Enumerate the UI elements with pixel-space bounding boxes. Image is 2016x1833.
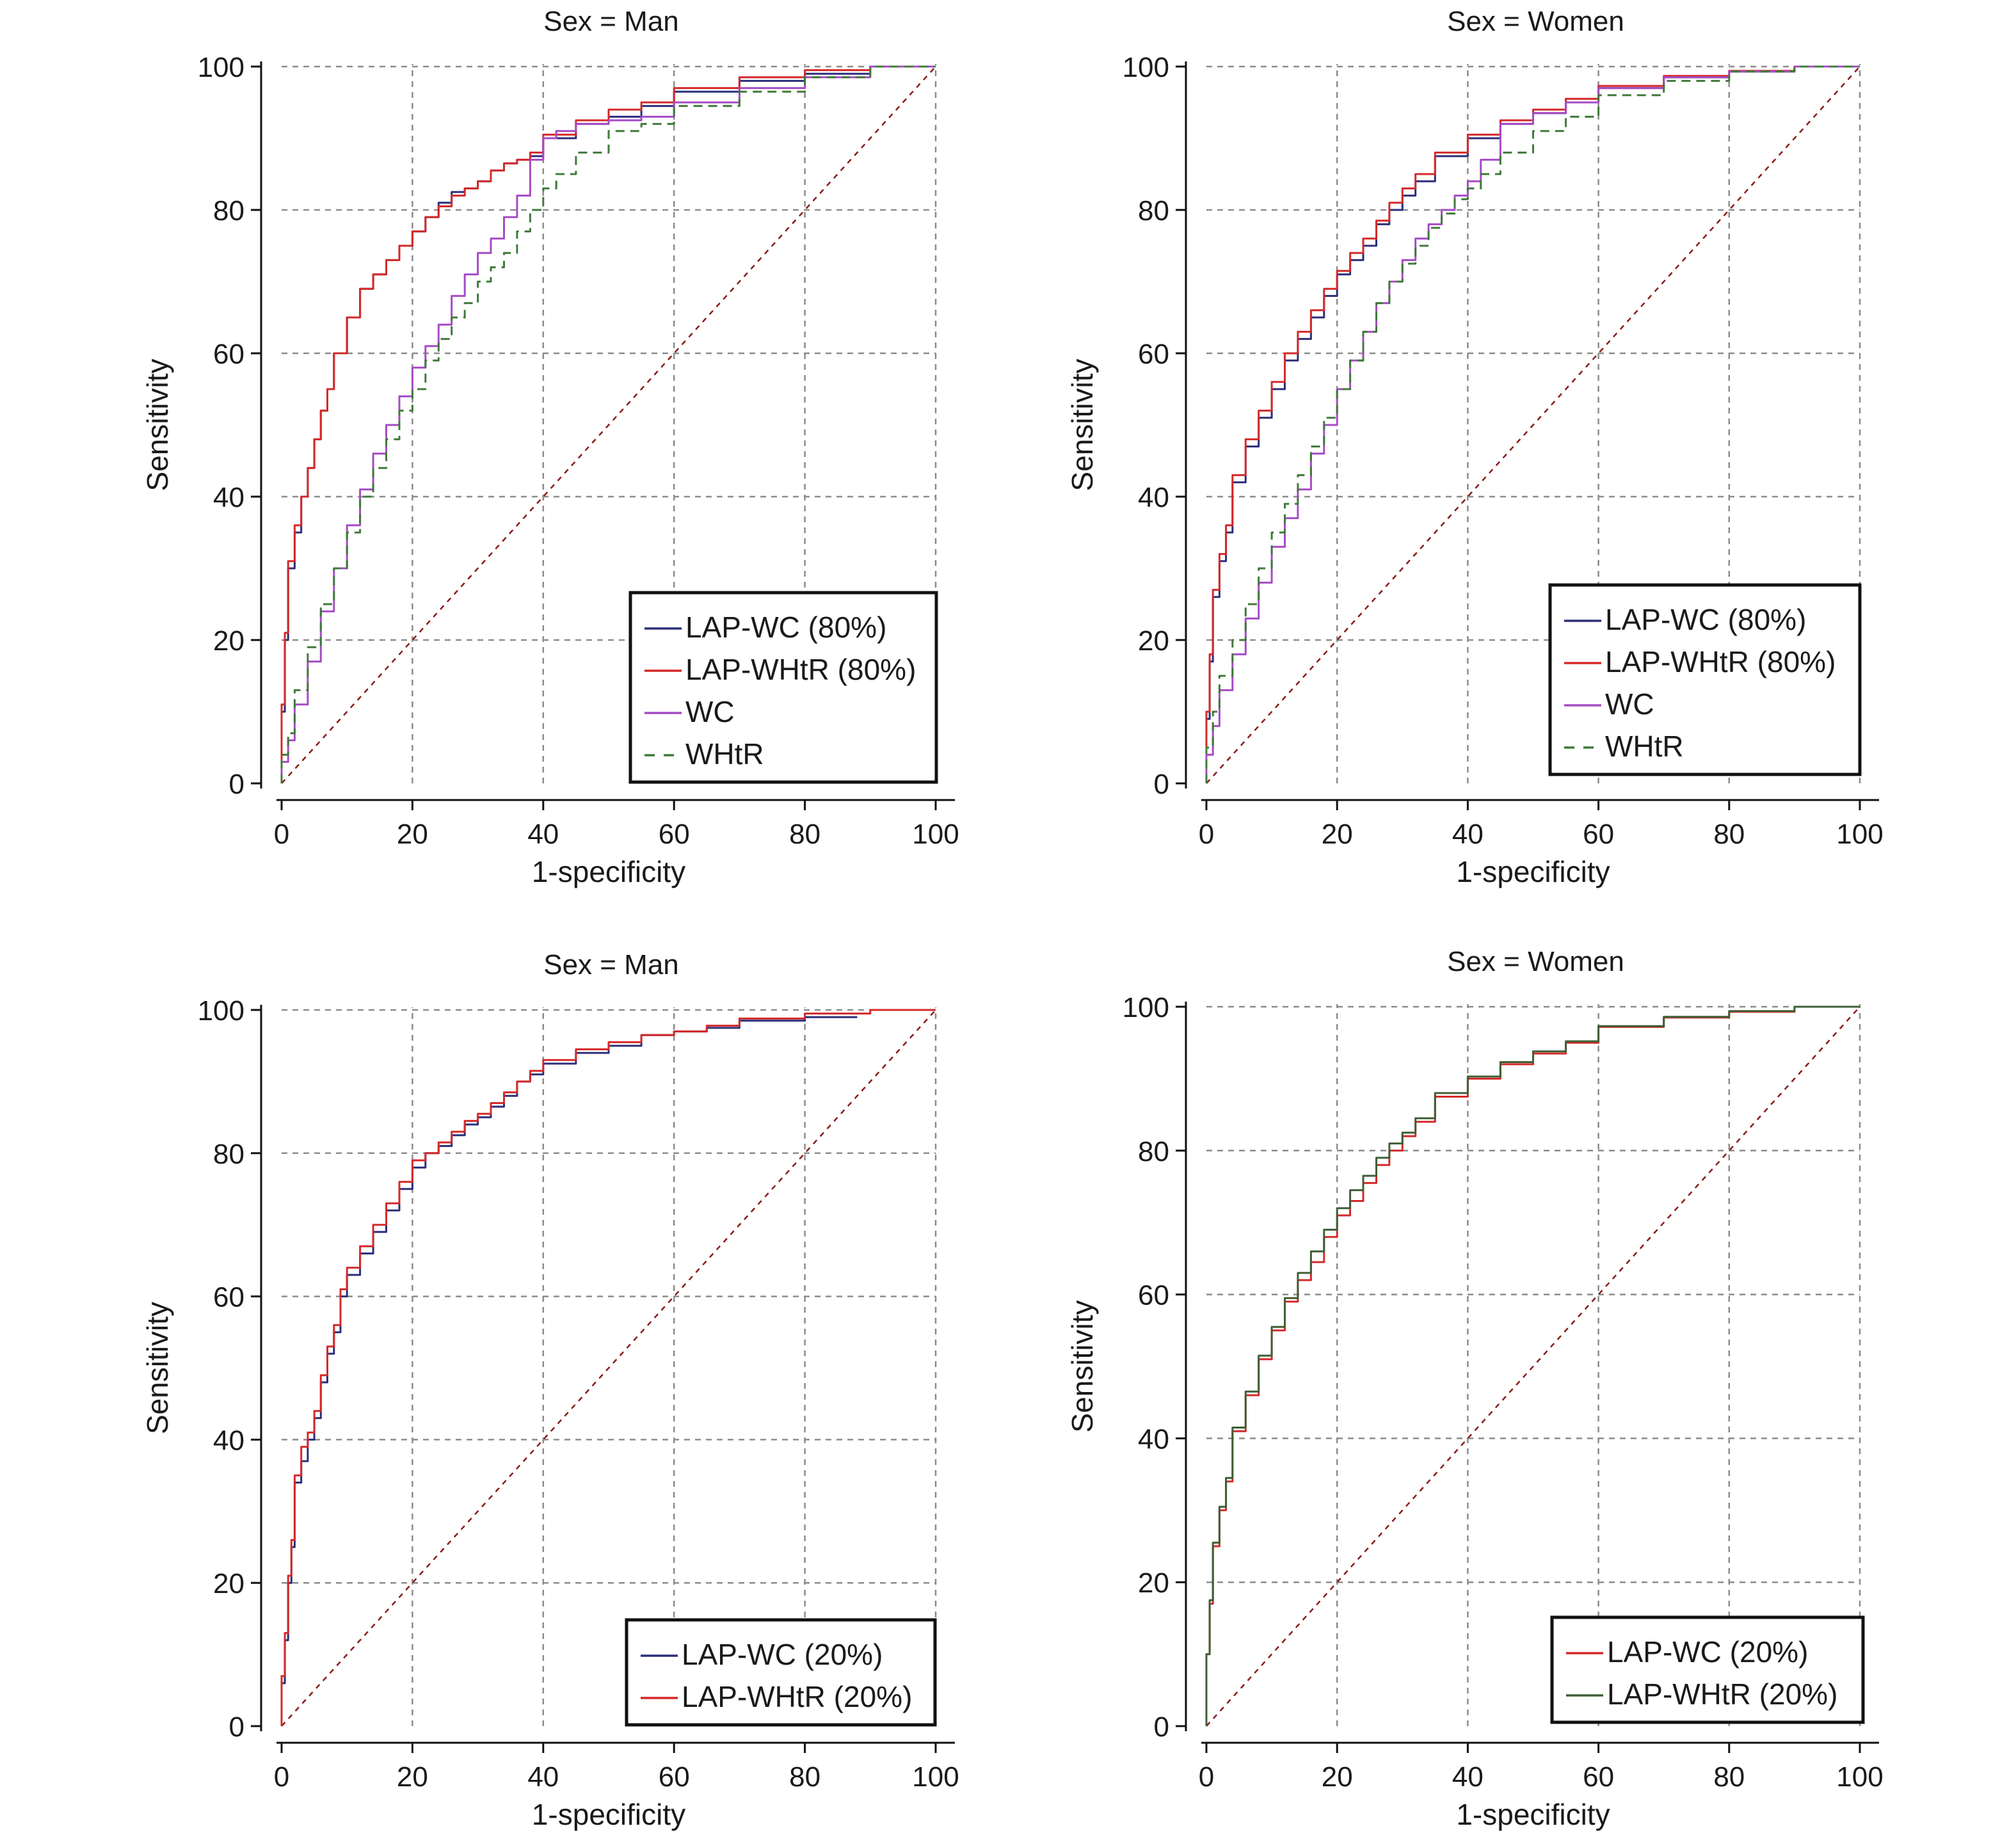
roc-curve-lap-whtr-80 <box>280 65 936 783</box>
y-tick-label: 100 <box>198 52 244 83</box>
x-tick-label: 0 <box>274 1761 289 1793</box>
x-tick-label: 100 <box>1836 819 1883 850</box>
y-tick-label: 60 <box>1138 339 1169 370</box>
y-tick-label: 40 <box>213 1425 244 1456</box>
roc-panel-3: 0 20 40 60 80 100 0 20 40 60 80 100 Sex = Man 1-speci… <box>141 949 959 1831</box>
x-axis-label: 1-specificity <box>532 855 685 888</box>
y-tick-label: 40 <box>1138 482 1169 513</box>
roc-curve-whtr <box>280 65 936 783</box>
x-tick-label: 80 <box>1713 819 1745 850</box>
y-tick-label: 20 <box>213 1568 244 1599</box>
legend-box <box>625 1618 937 1727</box>
legend-label: LAP-WHtR (80%) <box>685 653 916 686</box>
legend-label: LAP-WHtR (20%) <box>682 1680 912 1713</box>
panel-title: Sex = Women <box>1447 6 1624 37</box>
legend: LAP-WC (20%) LAP-WHtR (20%) <box>625 1618 937 1727</box>
y-tick-label: 40 <box>213 482 244 513</box>
y-tick-label: 0 <box>1154 769 1169 800</box>
x-tick-label: 60 <box>659 1761 690 1793</box>
legend: LAP-WC (80%) LAP-WHtR (80%) WC WHtR <box>1548 583 1862 776</box>
x-axis-label: 1-specificity <box>1456 1798 1610 1831</box>
legend: LAP-WC (80%) LAP-WHtR (80%) WC WHtR <box>628 591 938 784</box>
roc-curve-wc <box>280 65 936 783</box>
y-tick-label: 60 <box>1138 1280 1169 1311</box>
reference-diagonal-line <box>1206 1006 1860 1727</box>
legend-label: WC <box>685 695 735 728</box>
x-tick-label: 0 <box>1199 1761 1214 1793</box>
roc-panel-1: 0 20 40 60 80 100 0 20 40 60 80 100 Sex = Man 1-speci… <box>141 6 959 888</box>
y-tick-label: 20 <box>1138 1567 1169 1599</box>
legend-box <box>628 591 938 784</box>
y-tick-label: 0 <box>229 1711 244 1743</box>
legend: LAP-WC (20%) LAP-WHtR (20%) <box>1550 1615 1865 1724</box>
panel-title: Sex = Man <box>543 6 679 37</box>
x-tick-label: 60 <box>1583 819 1614 850</box>
legend-label: WC <box>1605 687 1654 721</box>
x-tick-label: 0 <box>1199 819 1214 850</box>
y-tick-label: 40 <box>1138 1423 1169 1455</box>
legend-label: LAP-WC (80%) <box>1605 603 1806 636</box>
x-tick-label: 100 <box>912 819 959 850</box>
x-tick-label: 20 <box>397 819 428 850</box>
x-tick-label: 80 <box>789 819 820 850</box>
legend-label: WHtR <box>1605 730 1684 763</box>
x-tick-label: 100 <box>1836 1761 1883 1793</box>
y-tick-label: 80 <box>1138 195 1169 227</box>
y-axis-label: Sensitivity <box>1066 1300 1099 1432</box>
x-tick-label: 20 <box>1322 1761 1353 1793</box>
y-axis-label: Sensitivity <box>1066 358 1099 491</box>
y-tick-label: 60 <box>213 339 244 370</box>
roc-panel-4: 0 20 40 60 80 100 0 20 40 60 80 100 Sex = Women 1-spe… <box>1066 946 1884 1831</box>
x-tick-label: 40 <box>527 819 559 850</box>
x-tick-label: 20 <box>397 1761 428 1793</box>
legend-label: LAP-WC (80%) <box>685 611 886 644</box>
y-tick-label: 0 <box>1154 1711 1169 1743</box>
panel-title: Sex = Man <box>543 949 679 981</box>
x-tick-label: 40 <box>527 1761 559 1793</box>
x-axis-label: 1-specificity <box>532 1798 685 1831</box>
y-tick-label: 100 <box>1123 992 1169 1023</box>
legend-label: LAP-WC (20%) <box>1607 1635 1808 1669</box>
legend-label: LAP-WC (20%) <box>682 1638 883 1671</box>
y-tick-label: 100 <box>1123 52 1169 83</box>
x-tick-label: 100 <box>912 1761 959 1793</box>
legend-label: LAP-WHtR (20%) <box>1607 1677 1837 1711</box>
legend-label: LAP-WHtR (80%) <box>1605 645 1836 678</box>
y-tick-label: 20 <box>1138 625 1169 657</box>
roc-panel-2: 0 20 40 60 80 100 0 20 40 60 80 100 Sex = Women 1-spe… <box>1066 6 1884 888</box>
x-tick-label: 40 <box>1452 1761 1484 1793</box>
roc-curve-lap-whtr-20 <box>1205 1005 1860 1726</box>
roc-curve-lap-whtr-20 <box>280 1009 936 1726</box>
y-tick-label: 80 <box>213 195 244 227</box>
y-tick-label: 80 <box>1138 1136 1169 1167</box>
x-tick-label: 60 <box>659 819 690 850</box>
reference-diagonal-line <box>1206 66 1860 784</box>
x-tick-label: 60 <box>1583 1761 1614 1793</box>
reference-diagonal-line <box>281 1009 936 1727</box>
y-tick-label: 20 <box>213 625 244 657</box>
x-tick-label: 80 <box>1713 1761 1745 1793</box>
y-tick-label: 0 <box>229 769 244 800</box>
x-tick-label: 0 <box>274 819 289 850</box>
y-tick-label: 60 <box>213 1282 244 1313</box>
x-tick-label: 80 <box>789 1761 820 1793</box>
y-axis-label: Sensitivity <box>141 1302 174 1434</box>
legend-label: WHtR <box>685 737 764 771</box>
x-tick-label: 20 <box>1322 819 1353 850</box>
legend-box <box>1550 1615 1865 1724</box>
roc-curve-whtr <box>1205 65 1860 783</box>
y-axis-label: Sensitivity <box>141 358 174 491</box>
y-tick-label: 80 <box>213 1139 244 1170</box>
y-tick-label: 100 <box>198 995 244 1027</box>
x-axis-label: 1-specificity <box>1456 855 1610 888</box>
reference-diagonal-line <box>281 66 936 784</box>
panel-title: Sex = Women <box>1447 946 1624 977</box>
legend-box <box>1548 583 1862 776</box>
x-tick-label: 40 <box>1452 819 1484 850</box>
